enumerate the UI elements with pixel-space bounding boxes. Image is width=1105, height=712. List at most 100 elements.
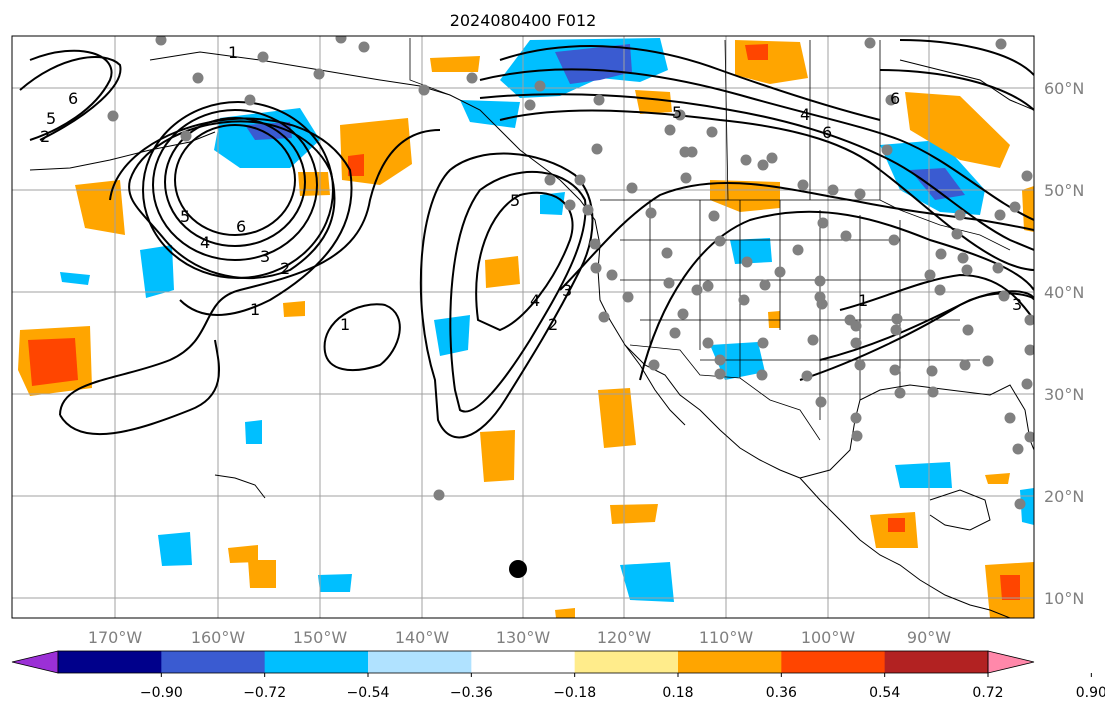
contour-low-ring <box>152 109 318 261</box>
station-dot <box>574 174 586 186</box>
shade-blue <box>158 532 192 566</box>
station-dot <box>759 279 771 291</box>
contour-label: 1 <box>858 291 868 310</box>
station-dot <box>814 275 826 287</box>
contour-line <box>479 93 1034 251</box>
shade-orange <box>905 92 1010 168</box>
shade-orange <box>598 388 636 448</box>
station-dot <box>418 84 430 96</box>
station-dot <box>774 266 786 278</box>
station-dot <box>888 234 900 246</box>
station-dot <box>992 262 1004 274</box>
station-dot <box>714 354 726 366</box>
station-dot <box>1021 170 1033 182</box>
station-dot <box>951 228 963 240</box>
contour-label: 5 <box>180 207 190 226</box>
contour-line <box>59 339 221 436</box>
contour-line <box>479 68 1034 221</box>
station-dots <box>107 36 1034 510</box>
anomaly-shading <box>18 38 1034 618</box>
contour-line <box>128 120 336 279</box>
shade-orange <box>768 311 780 328</box>
shade-red <box>1000 575 1020 600</box>
colorbar <box>11 650 1035 674</box>
station-dot <box>757 159 769 171</box>
station-dot <box>957 252 969 264</box>
contour-label: 6 <box>822 123 832 142</box>
contour-low-center <box>174 124 296 236</box>
contour-label: 3 <box>562 281 572 300</box>
shade-blue <box>60 272 90 285</box>
map-area: 1 1 1 1 2 2 2 3 3 3 4 4 4 5 5 5 5 6 6 6 … <box>12 36 1034 618</box>
station-dot <box>313 68 325 80</box>
longitude-label: 170°W <box>88 628 143 647</box>
station-dot <box>466 72 478 84</box>
colorbar-label: −0.72 <box>243 685 286 701</box>
longitude-label: 110°W <box>699 628 754 647</box>
colorbar-label: −0.18 <box>553 685 596 701</box>
station-dot <box>622 291 634 303</box>
contour-line <box>879 69 1034 111</box>
station-dot <box>702 337 714 349</box>
station-dot <box>593 94 605 106</box>
border-alaska-canada <box>409 38 451 96</box>
station-dot <box>792 244 804 256</box>
station-dot <box>766 152 778 164</box>
contour-line <box>839 273 1034 321</box>
contour-label: 5 <box>46 109 56 128</box>
contour-label: 6 <box>68 89 78 108</box>
station-dot <box>192 72 204 84</box>
shade-orange <box>430 56 480 72</box>
station-dot <box>645 207 657 219</box>
contour-line <box>475 191 574 332</box>
station-dot <box>708 210 720 222</box>
station-dot <box>801 370 813 382</box>
shade-orange <box>635 90 672 114</box>
shade-darkblue <box>555 44 632 84</box>
contour-label: 4 <box>530 291 540 310</box>
station-dot <box>591 143 603 155</box>
station-dot <box>840 230 852 242</box>
station-dot <box>850 337 862 349</box>
location-marker <box>509 560 527 578</box>
longitude-label: 100°W <box>801 628 856 647</box>
shade-orange <box>555 608 575 618</box>
shade-blue <box>1020 488 1034 525</box>
shade-orange <box>1022 186 1034 232</box>
station-dot <box>564 199 576 211</box>
station-dot <box>757 337 769 349</box>
station-dot <box>891 313 903 325</box>
station-dot <box>433 489 445 501</box>
station-dot <box>885 94 897 106</box>
station-dot <box>155 36 167 46</box>
shade-blue <box>620 562 674 602</box>
contours <box>19 39 1034 439</box>
longitude-label: 120°W <box>597 628 652 647</box>
station-dot <box>524 99 536 111</box>
station-dot <box>927 386 939 398</box>
colorbar-segment <box>58 651 162 673</box>
station-dot <box>926 365 938 377</box>
colorbar-label: −0.54 <box>347 685 390 701</box>
contour-label: 2 <box>280 259 290 278</box>
contour-line <box>899 39 1034 76</box>
shade-blue <box>895 462 952 488</box>
station-dot <box>797 179 809 191</box>
station-dot <box>680 172 692 184</box>
station-dot <box>889 364 901 376</box>
station-dot <box>669 327 681 339</box>
colorbar-segment <box>574 651 679 673</box>
station-dot <box>714 235 726 247</box>
coast-baja <box>624 344 686 426</box>
station-dot <box>851 430 863 442</box>
station-dot <box>335 36 347 44</box>
latitude-label: 10°N <box>1044 589 1084 608</box>
station-dot <box>738 294 750 306</box>
station-dot <box>664 124 676 136</box>
shade-orange <box>298 172 330 196</box>
contour-label: 5 <box>672 103 682 122</box>
station-dot <box>180 130 192 142</box>
station-dot <box>881 144 893 156</box>
station-dot <box>962 324 974 336</box>
coast-alaska <box>149 51 801 479</box>
